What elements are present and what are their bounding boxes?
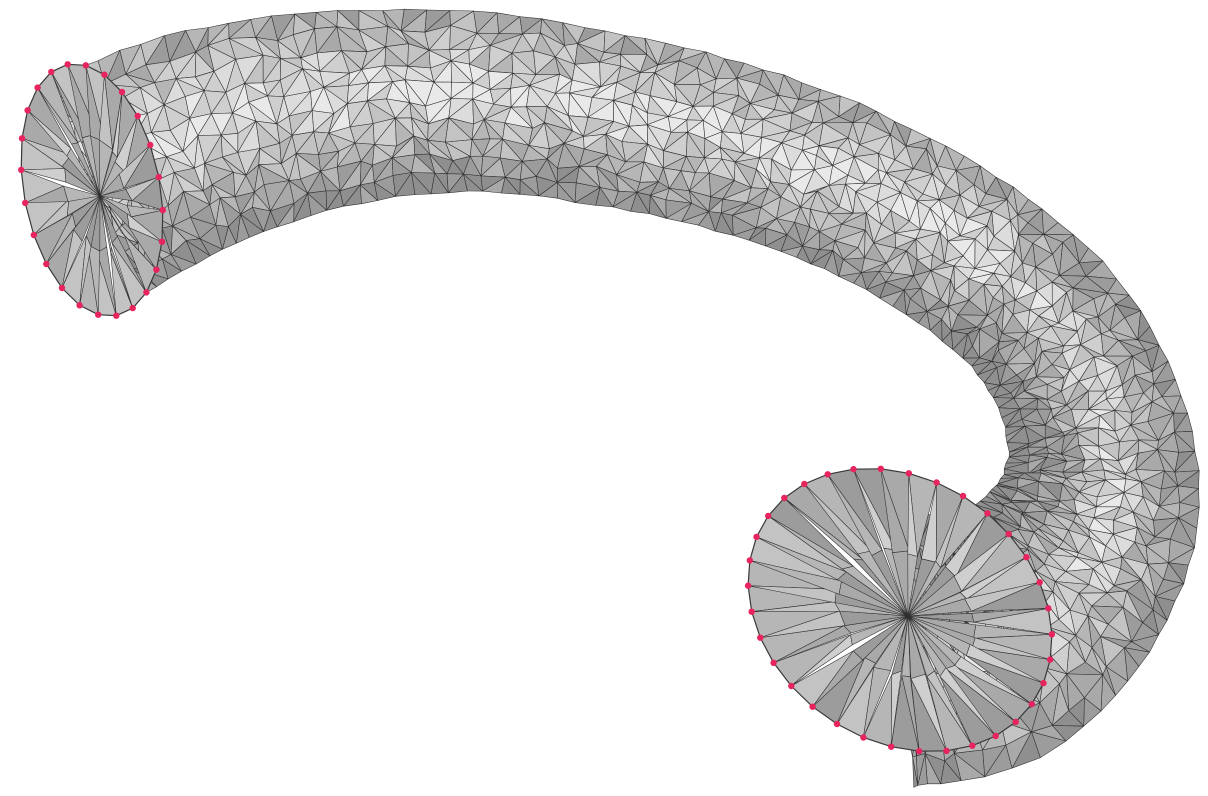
left-opening-facet xyxy=(66,148,101,197)
right-boundary-vertex xyxy=(969,742,976,749)
right-boundary-vertex xyxy=(788,682,795,690)
left-boundary-vertex xyxy=(143,289,150,296)
left-boundary-vertex xyxy=(129,304,136,312)
left-boundary-vertex xyxy=(95,311,102,318)
left-boundary-vertex xyxy=(58,284,66,292)
left-boundary-vertex xyxy=(153,266,160,273)
left-opening-facet xyxy=(99,173,125,197)
left-boundary-vertex xyxy=(34,84,41,91)
right-boundary-vertex xyxy=(1040,679,1047,687)
right-boundary-vertex xyxy=(757,634,764,641)
right-opening-facet xyxy=(850,615,909,646)
mesh-facets xyxy=(20,8,1200,788)
right-opening-facet xyxy=(841,565,909,617)
right-boundary-vertex xyxy=(753,533,760,541)
right-opening-facet xyxy=(907,613,974,623)
left-boundary-vertex xyxy=(101,71,108,78)
right-opening-facet xyxy=(907,553,918,617)
right-boundary-vertex xyxy=(877,465,884,472)
right-opening-facet xyxy=(907,598,972,617)
right-opening-facet xyxy=(873,615,909,671)
mesh-facet xyxy=(912,756,918,788)
left-boundary-vertex xyxy=(18,135,26,142)
right-boundary-vertex xyxy=(888,743,895,750)
right-boundary-vertex xyxy=(833,720,841,728)
right-boundary-vertex xyxy=(824,471,831,478)
right-opening-facet xyxy=(853,615,909,661)
left-boundary-vertex xyxy=(24,107,31,114)
right-boundary-vertex xyxy=(1012,718,1019,726)
left-boundary-vertex xyxy=(113,312,120,319)
left-boundary-vertex xyxy=(76,302,83,309)
left-opening-facet xyxy=(99,195,112,253)
left-boundary-vertex xyxy=(134,112,141,120)
right-boundary-vertex xyxy=(916,748,923,755)
right-boundary-vertex xyxy=(860,734,867,741)
right-boundary-vertex xyxy=(781,494,788,502)
left-boundary-vertex xyxy=(82,62,90,69)
right-boundary-vertex xyxy=(1048,631,1056,638)
left-boundary-vertex xyxy=(43,260,50,268)
right-boundary-vertex xyxy=(1047,656,1054,663)
left-boundary-vertex xyxy=(22,199,29,207)
right-boundary-vertex xyxy=(992,732,999,740)
left-boundary-vertex xyxy=(158,238,166,245)
left-opening-facet xyxy=(99,195,118,244)
boundary-vertices xyxy=(18,61,1056,755)
right-opening-facet xyxy=(907,615,947,677)
left-opening-facet xyxy=(99,195,130,228)
right-opening-facet xyxy=(907,560,941,617)
left-opening-facet xyxy=(63,185,101,202)
right-boundary-vertex xyxy=(1005,530,1012,538)
left-opening-facet xyxy=(72,195,101,227)
right-boundary-vertex xyxy=(748,608,755,615)
left-boundary-vertex xyxy=(118,88,126,96)
right-boundary-vertex xyxy=(984,510,991,517)
right-boundary-vertex xyxy=(1036,579,1043,586)
right-boundary-vertex xyxy=(1045,605,1052,612)
left-opening-facet xyxy=(99,195,125,236)
right-boundary-vertex xyxy=(770,659,777,666)
right-boundary-vertex xyxy=(1028,700,1036,708)
left-boundary-vertex xyxy=(147,141,154,149)
right-opening-facet xyxy=(871,549,909,617)
right-boundary-vertex xyxy=(850,466,857,473)
left-opening-facet xyxy=(71,142,101,197)
left-boundary-vertex xyxy=(48,68,55,76)
right-boundary-vertex xyxy=(765,512,772,520)
right-boundary-vertex xyxy=(746,557,753,564)
left-opening-facet xyxy=(99,189,133,201)
right-opening-facet xyxy=(907,615,971,656)
right-boundary-vertex xyxy=(959,492,967,500)
left-opening-facet xyxy=(86,195,101,247)
right-boundary-vertex xyxy=(943,747,950,754)
right-boundary-vertex xyxy=(809,703,816,710)
left-boundary-vertex xyxy=(30,231,37,239)
left-opening-facet xyxy=(98,139,113,197)
left-boundary-vertex xyxy=(159,206,166,214)
right-opening-facet xyxy=(907,615,935,677)
right-boundary-vertex xyxy=(1023,554,1030,561)
left-boundary-vertex xyxy=(155,173,162,181)
right-boundary-vertex xyxy=(801,480,808,488)
right-boundary-vertex xyxy=(905,470,912,477)
right-opening-facet xyxy=(891,615,909,675)
right-boundary-vertex xyxy=(744,582,752,589)
right-opening-facet xyxy=(901,615,911,677)
left-boundary-vertex xyxy=(64,61,71,68)
left-boundary-vertex xyxy=(18,166,25,174)
right-boundary-vertex xyxy=(933,479,940,486)
